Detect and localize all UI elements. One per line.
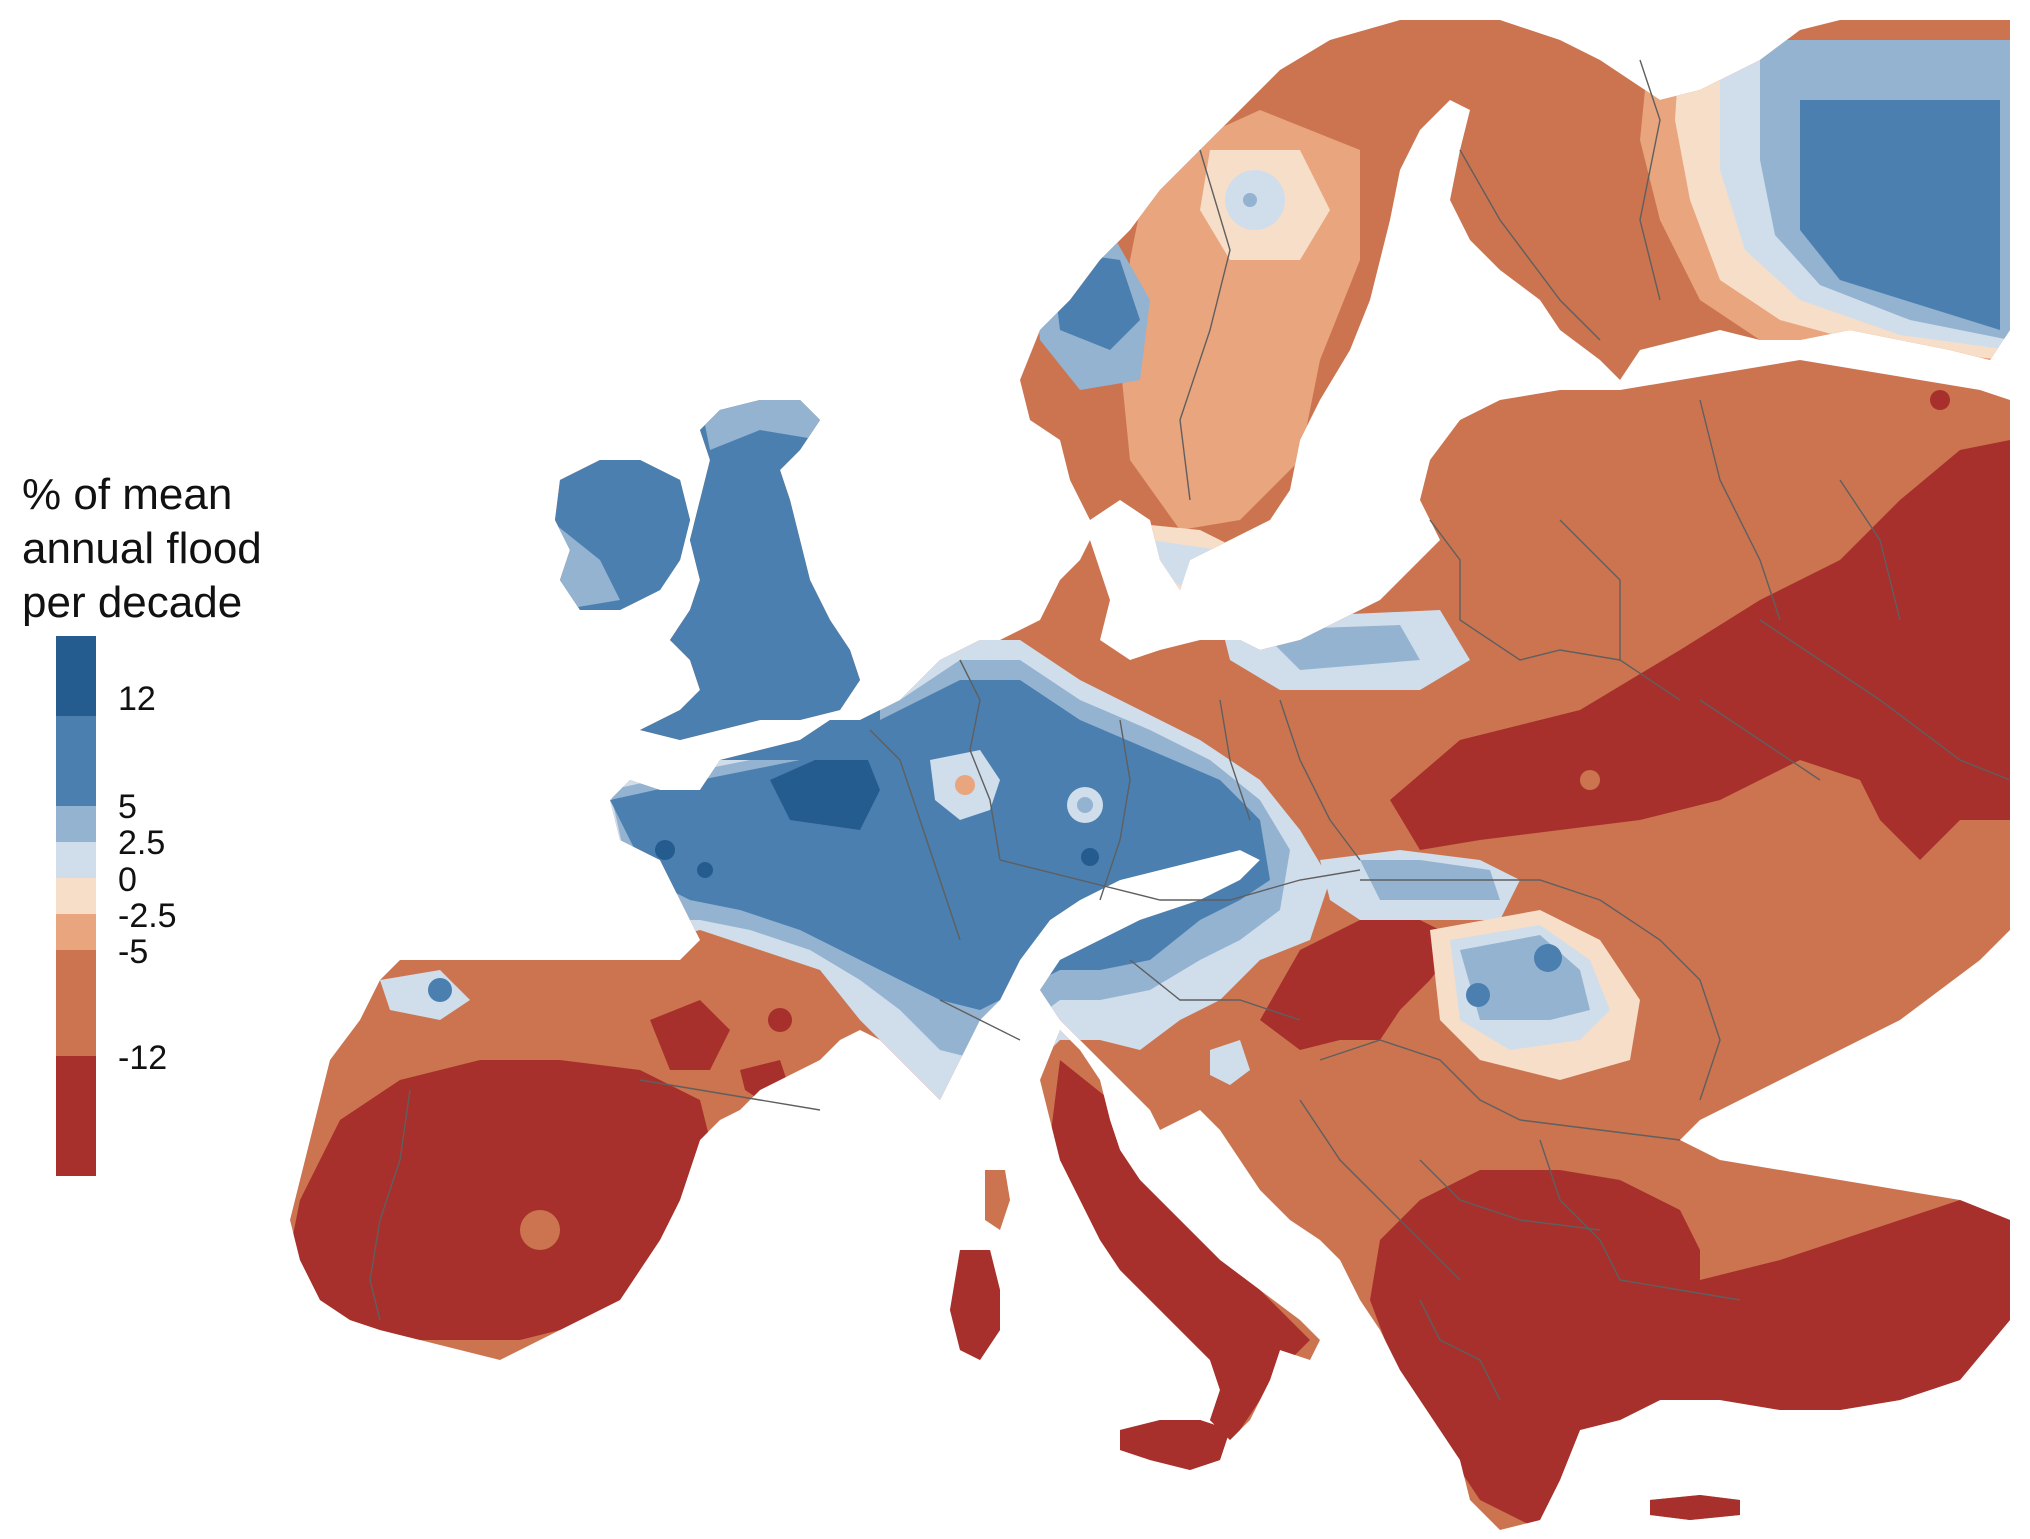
- legend-color-bar: [56, 636, 96, 1176]
- legend-swatch-4: [56, 878, 96, 914]
- legend-tick-0: 0: [118, 861, 137, 899]
- legend-swatch-2: [56, 806, 96, 842]
- trend-zone-sc-dot: [1243, 193, 1257, 207]
- trend-zone-pyr-dot: [837, 1080, 853, 1096]
- trend-zone-de-core: [1077, 797, 1093, 813]
- legend-swatch-1: [56, 716, 96, 806]
- legend: % of mean annual flood per decade 12 5 2…: [22, 468, 322, 1176]
- legend-tick-minus-12: -12: [118, 1039, 168, 1077]
- legend-swatch-6: [56, 950, 96, 1056]
- trend-zone-sicily-red: [1110, 1420, 1240, 1480]
- trend-zone-es-dot: [428, 978, 452, 1002]
- trend-zone-si-pale: [1210, 1040, 1250, 1085]
- trend-zone-sardinia-red: [940, 1250, 1010, 1370]
- trend-zone-hu-red: [1260, 920, 1460, 1050]
- trend-zone-ro-dot1: [1534, 944, 1562, 972]
- legend-title: % of mean annual flood per decade: [22, 468, 322, 630]
- trend-zone-east-red: [1390, 440, 2010, 860]
- country-borders: [369, 59, 2011, 1401]
- trend-zone-fr-dot2: [697, 862, 713, 878]
- trend-zone-fr-red2: [768, 1008, 792, 1032]
- legend-title-line-2: annual flood: [22, 524, 262, 573]
- legend-title-line-1: % of mean: [22, 470, 233, 519]
- trend-zone-fr-dot1: [655, 840, 675, 860]
- legend-tick-12: 12: [118, 680, 156, 718]
- trend-zone-ne-blue3: [1800, 100, 2000, 330]
- legend-swatch-5: [56, 914, 96, 950]
- legend-tick-minus-5: -5: [118, 933, 149, 971]
- trend-zone-fr-dark: [770, 740, 880, 830]
- trend-zone-fr-red1: [650, 1000, 730, 1070]
- trend-zone-pyr-blue: [820, 1060, 880, 1130]
- legend-tick-2-5: 2.5: [118, 824, 166, 862]
- legend-tick-minus-2-5: -2.5: [118, 897, 177, 935]
- trend-zone-ie-blue: [540, 450, 700, 630]
- trend-zone-es-spot: [520, 1210, 560, 1250]
- legend-tick-5: 5: [118, 788, 137, 826]
- legend-title-line-3: per decade: [22, 578, 243, 627]
- trend-zone-ru-dot: [1930, 390, 1950, 410]
- trend-zone-de-dot: [1081, 848, 1099, 866]
- trend-zone-ro-dot2: [1466, 983, 1490, 1007]
- trend-zone-dk-blue: [1150, 540, 1240, 590]
- legend-swatch-0: [56, 636, 96, 716]
- legend-swatch-3: [56, 842, 96, 878]
- trend-zone-be-core: [955, 775, 975, 795]
- trend-zone-italy-red: [1050, 1060, 1310, 1430]
- trend-zone-uk-top: [700, 400, 830, 450]
- trend-zone-iberia-red: [290, 1060, 720, 1340]
- trend-zone-pl-dot: [1580, 770, 1600, 790]
- legend-swatch-7: [56, 1056, 96, 1176]
